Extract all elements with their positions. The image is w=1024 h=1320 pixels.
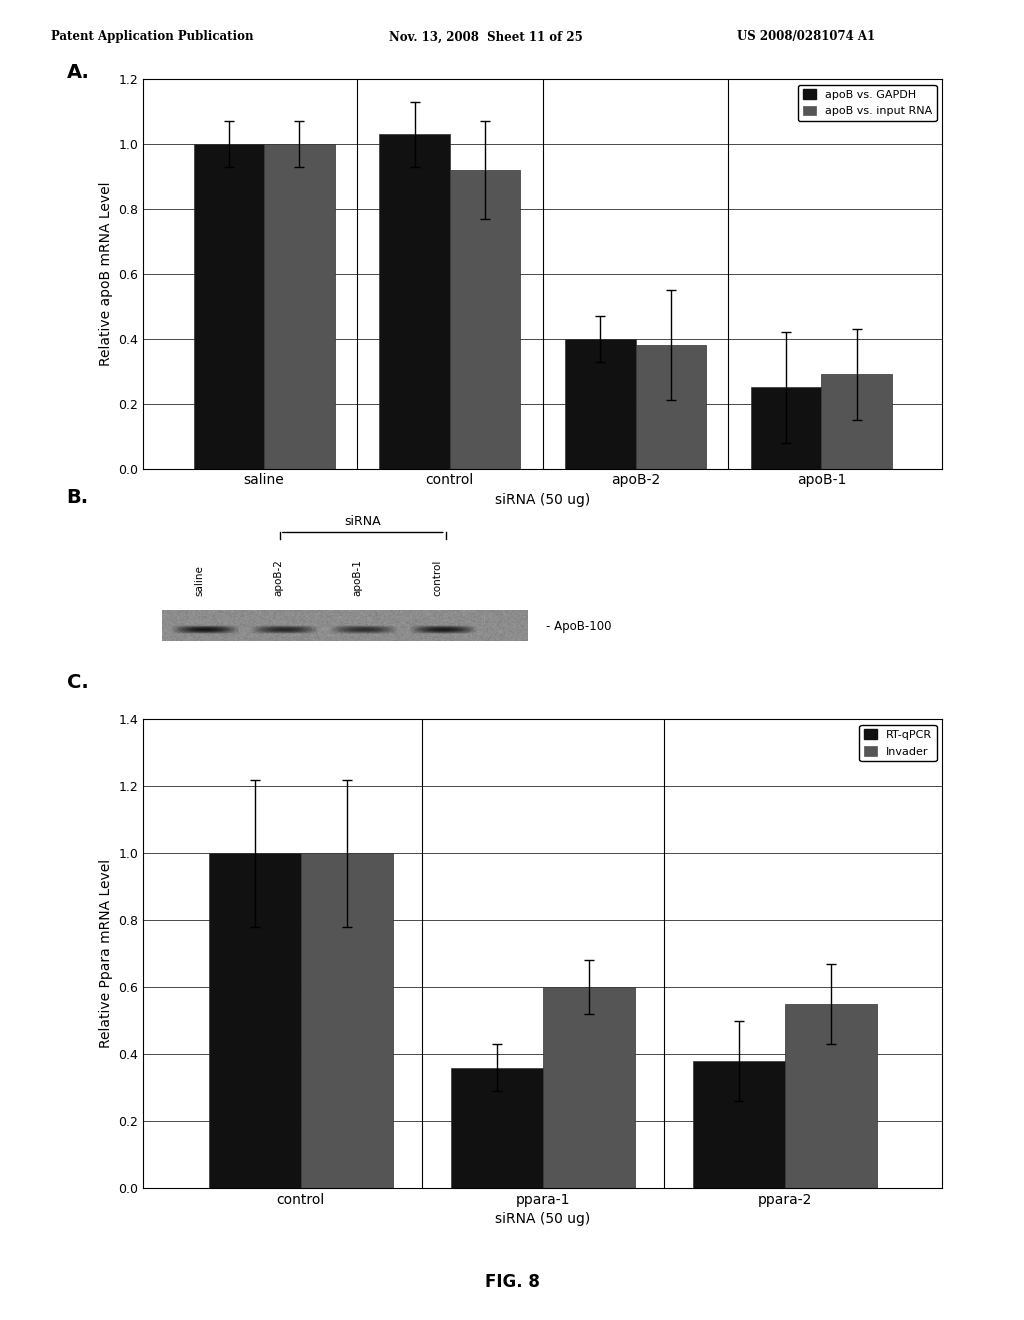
Bar: [379, 135, 450, 469]
Bar: [821, 375, 892, 469]
Text: - ApoB-100: - ApoB-100: [546, 620, 611, 634]
Bar: [264, 144, 335, 469]
Legend: apoB vs. GAPDH, apoB vs. input RNA: apoB vs. GAPDH, apoB vs. input RNA: [798, 84, 937, 120]
Bar: [693, 1061, 784, 1188]
Legend: RT-qPCR, Invader: RT-qPCR, Invader: [859, 725, 937, 760]
Text: siRNA: siRNA: [344, 515, 381, 528]
Bar: [751, 388, 821, 469]
Bar: [543, 987, 635, 1188]
Bar: [451, 1068, 543, 1188]
Bar: [636, 346, 707, 469]
Bar: [450, 170, 520, 469]
Text: Nov. 13, 2008  Sheet 11 of 25: Nov. 13, 2008 Sheet 11 of 25: [389, 30, 583, 44]
Text: saline: saline: [195, 565, 205, 595]
Text: apoB-1: apoB-1: [353, 558, 362, 595]
Text: B.: B.: [67, 488, 89, 507]
Text: Patent Application Publication: Patent Application Publication: [51, 30, 254, 44]
X-axis label: siRNA (50 ug): siRNA (50 ug): [495, 492, 591, 507]
Text: control: control: [432, 560, 442, 595]
Y-axis label: Relative Ppara mRNA Level: Relative Ppara mRNA Level: [99, 859, 113, 1048]
Text: C.: C.: [67, 673, 88, 692]
Y-axis label: Relative apoB mRNA Level: Relative apoB mRNA Level: [99, 182, 113, 366]
Bar: [209, 853, 301, 1188]
X-axis label: siRNA (50 ug): siRNA (50 ug): [495, 1212, 591, 1226]
Text: US 2008/0281074 A1: US 2008/0281074 A1: [737, 30, 876, 44]
Bar: [194, 144, 264, 469]
Text: A.: A.: [67, 63, 89, 82]
Bar: [301, 853, 392, 1188]
Bar: [784, 1005, 877, 1188]
Text: FIG. 8: FIG. 8: [484, 1272, 540, 1291]
Bar: [565, 339, 636, 469]
Text: apoB-2: apoB-2: [273, 558, 284, 595]
